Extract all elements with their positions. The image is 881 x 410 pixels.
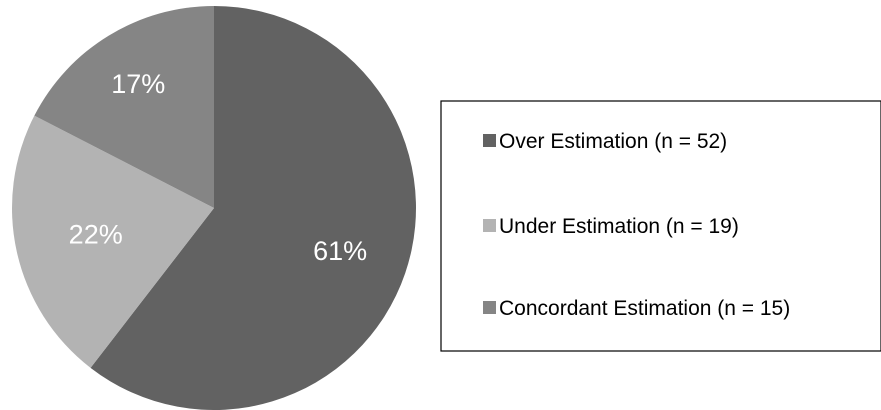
legend-label: Under Estimation (n = 19) <box>499 215 739 238</box>
pie-percent-label: 61% <box>313 236 367 266</box>
legend-label: Over Estimation (n = 52) <box>499 130 727 153</box>
legend: Over Estimation (n = 52) Under Estimation… <box>440 100 881 352</box>
legend-swatch <box>483 134 496 147</box>
pie-percent-label: 22% <box>69 219 123 249</box>
legend-frame <box>440 100 881 352</box>
legend-label: Concordant Estimation (n = 15) <box>499 297 790 320</box>
legend-swatch <box>483 219 496 232</box>
pie-slice-3 <box>34 5 214 208</box>
legend-swatch <box>483 301 496 314</box>
pie-slice-2 <box>11 115 215 368</box>
pie-slices <box>11 5 417 410</box>
pie-slice-1 <box>90 6 417 410</box>
pie-percent-label: 17% <box>111 69 165 99</box>
pie-percent-labels: 61% 22% 17% <box>69 69 368 266</box>
